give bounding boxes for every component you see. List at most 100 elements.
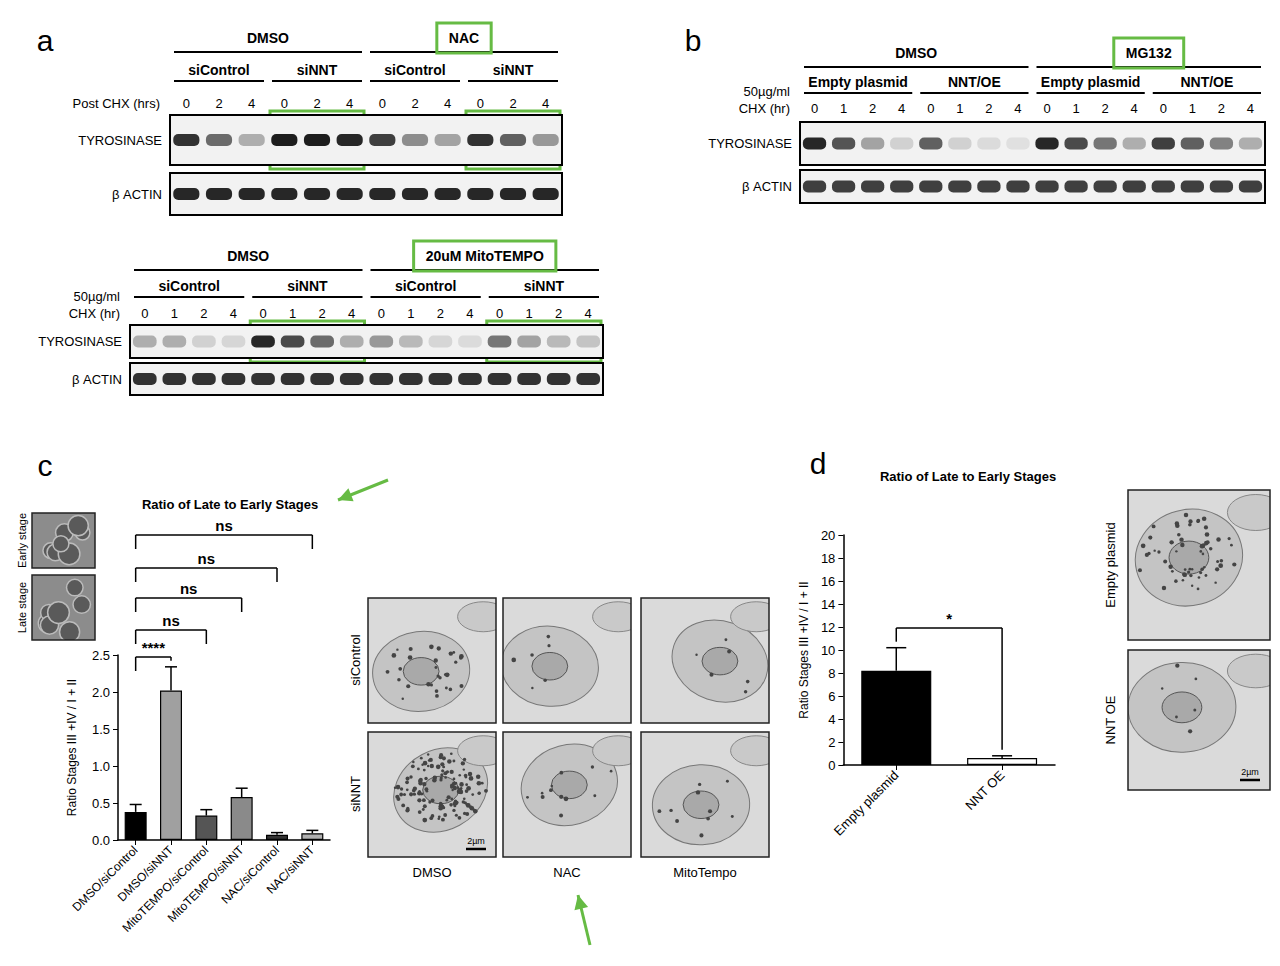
- svg-text:NAC/siControl: NAC/siControl: [218, 843, 282, 907]
- svg-text:2.0: 2.0: [92, 685, 110, 700]
- svg-text:2: 2: [215, 96, 222, 111]
- svg-text:b: b: [685, 24, 702, 57]
- svg-text:MitoTempo: MitoTempo: [673, 865, 737, 880]
- svg-text:a: a: [37, 24, 54, 57]
- svg-text:0.0: 0.0: [92, 833, 110, 848]
- svg-text:siControl: siControl: [395, 278, 456, 294]
- svg-text:Empty plasmid: Empty plasmid: [1041, 74, 1141, 90]
- svg-text:c: c: [38, 449, 53, 482]
- svg-text:4: 4: [542, 96, 549, 111]
- svg-text:NAC: NAC: [553, 865, 580, 880]
- svg-text:0: 0: [1043, 101, 1050, 116]
- svg-text:4: 4: [230, 306, 237, 321]
- svg-text:50µg/ml: 50µg/ml: [73, 289, 120, 304]
- svg-text:CHX (hr): CHX (hr): [739, 101, 790, 116]
- svg-text:Ratio Stages III +IV / I + II: Ratio Stages III +IV / I + II: [65, 679, 79, 816]
- svg-text:2: 2: [319, 306, 326, 321]
- svg-text:MG132: MG132: [1126, 45, 1172, 61]
- svg-text:14: 14: [821, 597, 835, 612]
- svg-text:*: *: [946, 610, 952, 627]
- svg-text:0: 0: [281, 96, 288, 111]
- svg-text:4: 4: [585, 306, 592, 321]
- svg-text:siControl: siControl: [384, 62, 445, 78]
- svg-text:NAC/siNNT: NAC/siNNT: [264, 843, 318, 897]
- svg-text:4: 4: [1014, 101, 1021, 116]
- svg-text:1: 1: [407, 306, 414, 321]
- svg-text:0: 0: [811, 101, 818, 116]
- svg-text:12: 12: [821, 620, 835, 635]
- svg-text:DMSO: DMSO: [247, 30, 289, 46]
- svg-text:NNT/OE: NNT/OE: [1180, 74, 1233, 90]
- svg-text:Post CHX (hrs): Post CHX (hrs): [73, 96, 160, 111]
- svg-text:0: 0: [496, 306, 503, 321]
- svg-text:0: 0: [141, 306, 148, 321]
- svg-text:ns: ns: [162, 612, 180, 629]
- svg-text:0: 0: [379, 96, 386, 111]
- svg-text:2: 2: [985, 101, 992, 116]
- svg-text:β ACTIN: β ACTIN: [72, 372, 122, 387]
- svg-text:siNNT: siNNT: [297, 62, 338, 78]
- svg-text:1.5: 1.5: [92, 722, 110, 737]
- svg-text:β ACTIN: β ACTIN: [112, 187, 162, 202]
- svg-text:16: 16: [821, 574, 835, 589]
- svg-text:2: 2: [200, 306, 207, 321]
- svg-text:18: 18: [821, 551, 835, 566]
- svg-text:2: 2: [1218, 101, 1225, 116]
- svg-text:4: 4: [1247, 101, 1254, 116]
- svg-text:2µm: 2µm: [1241, 767, 1259, 777]
- svg-text:4: 4: [348, 306, 355, 321]
- svg-text:0: 0: [1160, 101, 1167, 116]
- svg-text:2: 2: [828, 735, 835, 750]
- svg-text:NNT/OE: NNT/OE: [948, 74, 1001, 90]
- svg-text:NNT OE: NNT OE: [962, 767, 1007, 812]
- svg-text:4: 4: [346, 96, 353, 111]
- svg-text:NAC: NAC: [449, 30, 479, 46]
- svg-text:Early stage: Early stage: [16, 513, 28, 568]
- svg-text:20: 20: [821, 528, 835, 543]
- svg-text:Ratio of Late to Early Stages: Ratio of Late to Early Stages: [880, 469, 1056, 484]
- svg-text:4: 4: [444, 96, 451, 111]
- svg-text:Empty plasmid: Empty plasmid: [808, 74, 908, 90]
- svg-text:0: 0: [828, 758, 835, 773]
- svg-text:siNNT: siNNT: [493, 62, 534, 78]
- svg-text:50µg/ml: 50µg/ml: [743, 84, 790, 99]
- svg-text:NNT OE: NNT OE: [1103, 695, 1118, 744]
- svg-text:siNNT: siNNT: [524, 278, 565, 294]
- svg-text:20uM MitoTEMPO: 20uM MitoTEMPO: [426, 248, 544, 264]
- svg-text:siControl: siControl: [188, 62, 249, 78]
- svg-text:ns: ns: [198, 550, 216, 567]
- svg-text:4: 4: [248, 96, 255, 111]
- svg-text:Ratio of Late to Early Stages: Ratio of Late to Early Stages: [142, 497, 318, 512]
- svg-text:DMSO: DMSO: [413, 865, 452, 880]
- svg-text:2: 2: [437, 306, 444, 321]
- svg-text:DMSO: DMSO: [227, 248, 269, 264]
- svg-text:ns: ns: [215, 517, 233, 534]
- svg-text:1: 1: [171, 306, 178, 321]
- svg-text:1: 1: [525, 306, 532, 321]
- svg-text:2: 2: [869, 101, 876, 116]
- svg-text:2: 2: [313, 96, 320, 111]
- svg-text:2: 2: [411, 96, 418, 111]
- svg-text:6: 6: [828, 689, 835, 704]
- svg-text:1: 1: [840, 101, 847, 116]
- svg-text:Empty plasmid: Empty plasmid: [1103, 522, 1118, 607]
- svg-text:1: 1: [1072, 101, 1079, 116]
- svg-text:TYROSINASE: TYROSINASE: [78, 133, 162, 148]
- svg-text:2.5: 2.5: [92, 648, 110, 663]
- svg-text:siNNT: siNNT: [287, 278, 328, 294]
- svg-text:ns: ns: [180, 580, 198, 597]
- svg-text:2: 2: [1102, 101, 1109, 116]
- svg-text:4: 4: [1131, 101, 1138, 116]
- svg-text:1.0: 1.0: [92, 759, 110, 774]
- svg-text:8: 8: [828, 666, 835, 681]
- svg-text:10: 10: [821, 643, 835, 658]
- svg-text:1: 1: [1189, 101, 1196, 116]
- svg-text:0: 0: [378, 306, 385, 321]
- svg-text:siNNT: siNNT: [348, 776, 363, 812]
- svg-text:2: 2: [509, 96, 516, 111]
- svg-text:0: 0: [927, 101, 934, 116]
- svg-text:siControl: siControl: [158, 278, 219, 294]
- svg-text:Empty plasmid: Empty plasmid: [831, 768, 902, 839]
- svg-text:0: 0: [477, 96, 484, 111]
- svg-text:4: 4: [466, 306, 473, 321]
